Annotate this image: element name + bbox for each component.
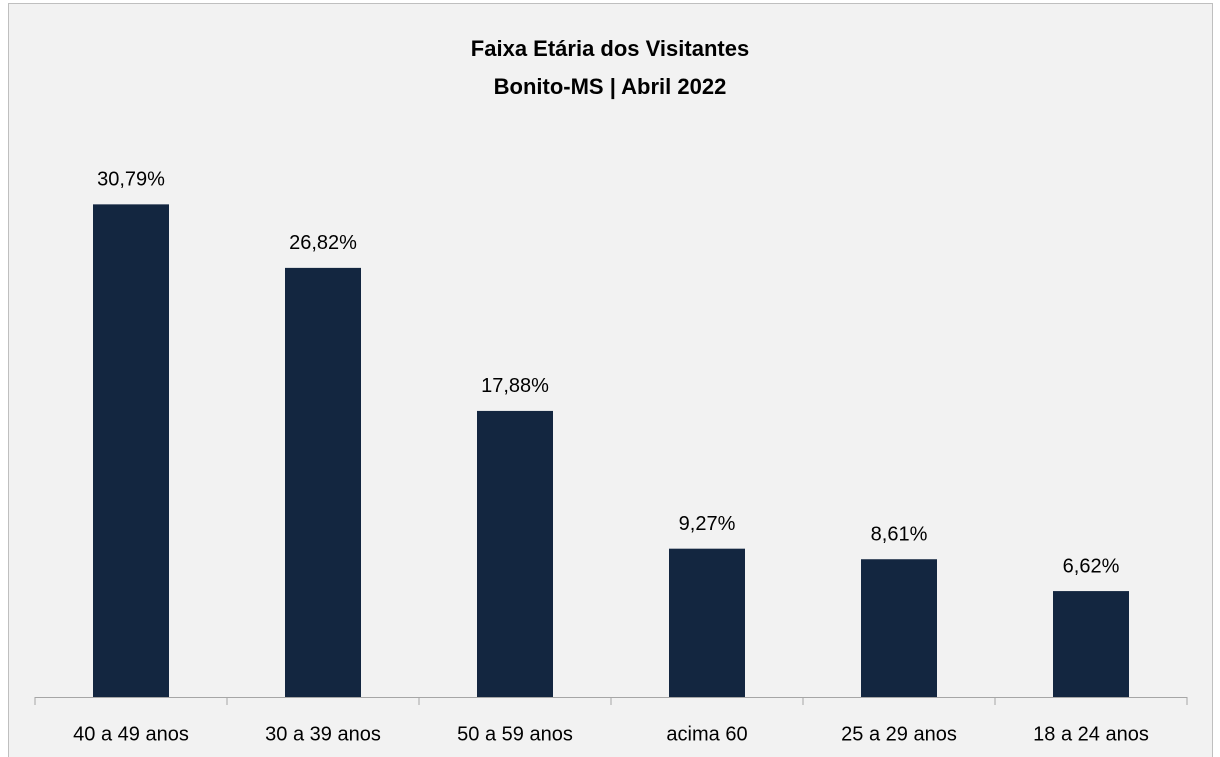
x-tick-label: 30 a 39 anos <box>265 723 381 745</box>
bar <box>285 267 361 697</box>
chart-subtitle: Bonito-MS | Abril 2022 <box>494 74 727 99</box>
data-label: 6,62% <box>1063 555 1120 577</box>
x-tick-label: 40 a 49 anos <box>73 723 189 745</box>
bar <box>669 548 745 697</box>
chart-background <box>8 3 1213 757</box>
data-label: 8,61% <box>871 524 928 546</box>
chart-title: Faixa Etária dos Visitantes <box>471 36 749 61</box>
x-tick-label: 25 a 29 anos <box>841 723 957 745</box>
data-label: 17,88% <box>481 375 549 397</box>
data-label: 9,27% <box>679 513 736 535</box>
x-tick-label: 50 a 59 anos <box>457 723 573 745</box>
data-label: 30,79% <box>97 169 165 191</box>
bar <box>477 410 553 697</box>
bar <box>1053 591 1129 697</box>
bar <box>861 559 937 697</box>
data-label: 26,82% <box>289 232 357 254</box>
bar <box>93 204 169 698</box>
x-tick-label: 18 a 24 anos <box>1033 723 1149 745</box>
x-tick-label: acima 60 <box>666 723 747 745</box>
